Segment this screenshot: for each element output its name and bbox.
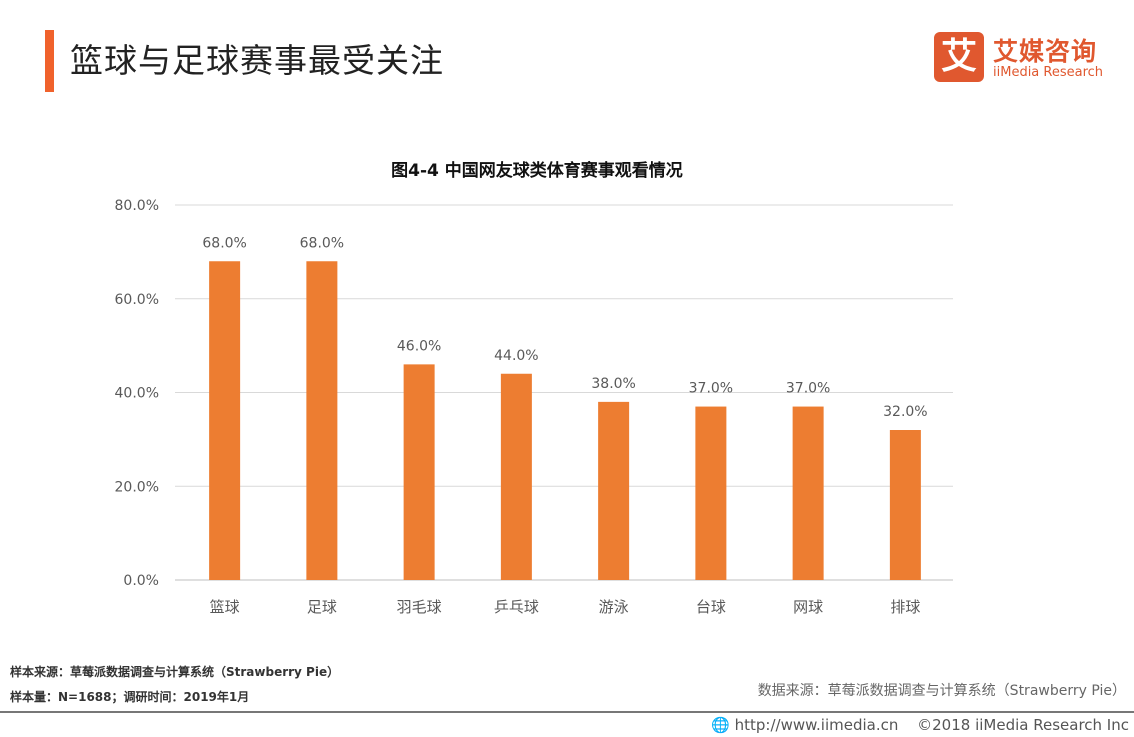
y-tick-label: 20.0% [115, 479, 159, 495]
data-label: 68.0% [202, 235, 246, 251]
logo-name-en: iiMedia Research [993, 65, 1104, 80]
x-tick-label: 足球 [307, 598, 337, 616]
data-label: 44.0% [494, 348, 538, 364]
data-label: 37.0% [786, 381, 830, 397]
data-label: 32.0% [883, 404, 927, 420]
page-title: 篮球与足球赛事最受关注 [70, 41, 444, 80]
data-label: 46.0% [397, 338, 441, 354]
bar [695, 406, 727, 580]
chart-title: 图4-4 中国网友球类体育赛事观看情况 [391, 161, 683, 181]
bar [598, 401, 630, 580]
logo-mark: 艾 [934, 32, 984, 82]
x-tick-label: 排球 [890, 598, 920, 616]
y-tick-label: 0.0% [123, 573, 159, 589]
data-label: 68.0% [300, 235, 344, 251]
logo: 艾 艾媒咨询 iiMedia Research [934, 32, 1110, 86]
x-tick-label: 乒乓球 [494, 598, 539, 616]
y-tick-label: 60.0% [115, 292, 159, 308]
bar [306, 261, 338, 580]
bar [889, 430, 921, 580]
y-tick-label: 80.0% [115, 198, 159, 214]
website-link[interactable]: http://www.iimedia.cn [734, 716, 899, 734]
data-source-note: 数据来源：草莓派数据调查与计算系统（Strawberry Pie） [757, 683, 1126, 699]
copyright: ©2018 iiMedia Research Inc [917, 716, 1129, 734]
x-tick-label: 游泳 [599, 598, 629, 616]
title-accent-bar [45, 30, 54, 92]
x-tick-label: 网球 [793, 598, 823, 616]
data-label: 38.0% [591, 376, 635, 392]
logo-name-cn: 艾媒咨询 [993, 37, 1098, 66]
bar [500, 373, 532, 580]
globe-icon: 🌐 [711, 716, 730, 734]
bar [403, 364, 435, 580]
x-tick-label: 台球 [696, 598, 726, 616]
x-tick-label: 篮球 [210, 598, 240, 616]
sample-source-note: 样本来源：草莓派数据调查与计算系统（Strawberry Pie） [10, 665, 340, 679]
footer: 🌐 http://www.iimedia.cn ©2018 iiMedia Re… [711, 716, 1129, 734]
bar [209, 261, 241, 580]
footer-divider [0, 711, 1134, 713]
data-label: 37.0% [689, 381, 733, 397]
y-tick-label: 40.0% [115, 386, 159, 402]
sample-size-note: 样本量：N=1688；调研时间：2019年1月 [10, 690, 250, 704]
x-tick-label: 羽毛球 [397, 598, 442, 616]
bar [792, 406, 824, 580]
